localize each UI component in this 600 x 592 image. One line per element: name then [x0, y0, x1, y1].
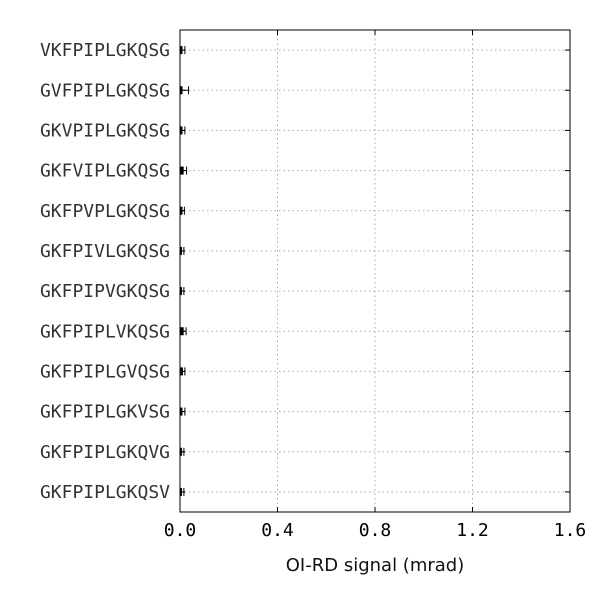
y-tick-label: GKFPIPLGKQSV	[40, 482, 170, 503]
axis-ticks	[179, 30, 571, 512]
y-tick-label: GKFPIPLGVQSG	[40, 361, 170, 382]
x-tick-label: 0.0	[164, 520, 197, 541]
y-tick-label: GKFVIPLGKQSG	[40, 161, 170, 182]
y-tick-label: GKFPIVLGKQSG	[40, 241, 170, 262]
x-tick-label: 1.6	[554, 520, 587, 541]
grid-lines	[180, 30, 570, 512]
x-tick-label: 0.8	[359, 520, 392, 541]
x-axis-title: OI-RD signal (mrad)	[286, 555, 464, 576]
y-tick-label: GKFPIPLVKQSG	[40, 321, 170, 342]
x-tick-labels: 0.0 0.4 0.8 1.2 1.6	[164, 520, 587, 541]
y-tick-label: GKFPIPLGKVSG	[40, 402, 170, 423]
y-tick-label: GKFPVPLGKQSG	[40, 201, 170, 222]
error-bars	[180, 46, 190, 496]
y-tick-label: GKVPIPLGKQSG	[40, 120, 170, 141]
bars	[180, 46, 184, 496]
y-tick-label: GKFPIPLGKQVG	[40, 442, 170, 463]
x-tick-label: 1.2	[456, 520, 489, 541]
y-tick-label: GVFPIPLGKQSG	[40, 80, 170, 101]
y-tick-label: GKFPIPVGKQSG	[40, 281, 170, 302]
y-tick-label: VKFPIPLGKQSG	[40, 40, 170, 61]
y-tick-labels: VKFPIPLGKQSG GVFPIPLGKQSG GKVPIPLGKQSG GKFV…	[40, 40, 170, 503]
x-tick-label: 0.4	[261, 520, 294, 541]
